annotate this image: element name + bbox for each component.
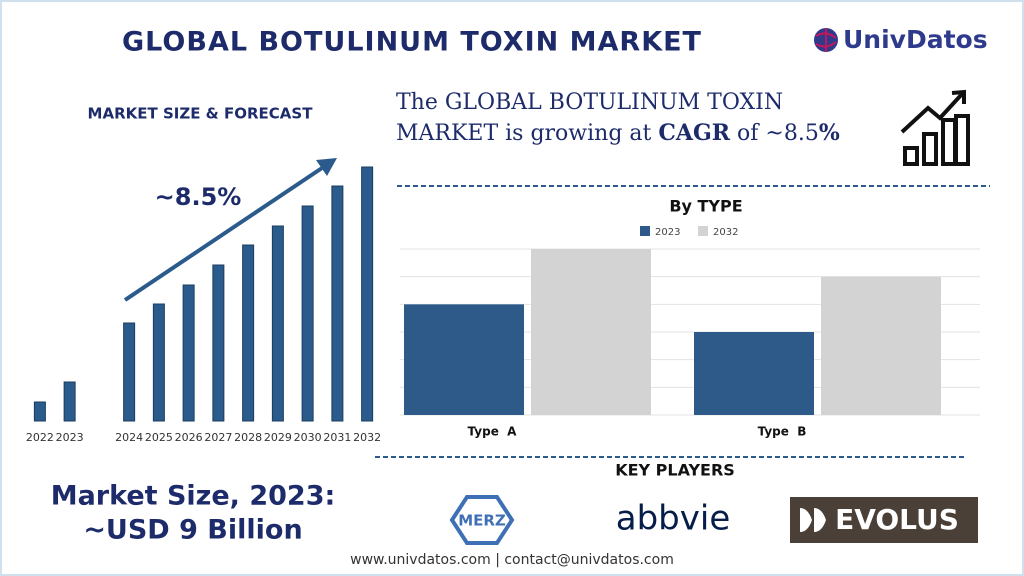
headline-line: MARKET is growing at <box>396 121 658 146</box>
brand-name: UnivDatos <box>843 25 988 54</box>
arrow-shaft <box>123 164 327 302</box>
company-name: abbvie <box>616 499 730 539</box>
bar <box>152 303 165 422</box>
x-tick-label: 2027 <box>204 431 232 444</box>
x-tick-label: 2024 <box>115 431 143 444</box>
legend-label: 2032 <box>713 227 738 238</box>
x-tick-label: 2025 <box>145 431 173 444</box>
footer: www.univdatos.com | contact@univdatos.co… <box>350 552 674 568</box>
page-title: GLOBAL BOTULINUM TOXIN MARKET <box>122 27 702 58</box>
company-name: MERZ <box>458 512 506 530</box>
x-tick-label: 2023 <box>56 431 84 444</box>
icon-bar <box>922 132 938 166</box>
icon-arrow-head <box>951 89 966 104</box>
company-name: EVOLUS <box>835 503 959 536</box>
bar <box>404 304 524 415</box>
bar <box>361 166 374 422</box>
legend-swatch <box>698 226 708 236</box>
x-tick-label: Type B <box>758 425 807 439</box>
icon-arrow <box>900 92 964 134</box>
bar <box>242 244 255 422</box>
x-tick-label: 2028 <box>234 431 262 444</box>
x-tick-label: Type A <box>468 425 518 439</box>
cagr-annotation: ~8.5% <box>155 183 242 211</box>
headline: The GLOBAL BOTULINUM TOXIN MARKET is gro… <box>396 90 840 146</box>
headline-text: of ~8.5 <box>730 121 819 146</box>
bar <box>182 284 195 422</box>
x-tick-label: 2032 <box>353 431 381 444</box>
headline-line: The GLOBAL BOTULINUM TOXIN <box>396 90 783 115</box>
market-size-label: Market Size, 2023: <box>51 481 336 512</box>
bar <box>531 249 651 415</box>
x-tick-label: 2030 <box>294 431 322 444</box>
section-title: KEY PLAYERS <box>615 461 735 480</box>
legend-label: 2023 <box>655 227 680 238</box>
brand-logo: UnivDatos <box>814 25 988 54</box>
growth-icon <box>900 89 970 166</box>
chart-title: MARKET SIZE & FORECAST <box>88 105 314 123</box>
x-tick-label: 2029 <box>264 431 292 444</box>
bar <box>271 225 284 422</box>
bar <box>821 276 941 415</box>
x-tick-label: 2022 <box>26 431 54 444</box>
chart-title: By TYPE <box>669 197 742 216</box>
bar <box>212 264 225 422</box>
evolus-logo: EVOLUS <box>790 497 978 543</box>
headline-emphasis: % <box>819 120 840 146</box>
market-size-value: ~USD 9 Billion <box>83 515 302 546</box>
legend-swatch <box>640 226 650 236</box>
trend-arrow <box>123 158 337 302</box>
merz-logo: MERZ <box>449 495 515 545</box>
bar <box>123 322 136 422</box>
bar <box>694 332 814 415</box>
icon-bar <box>903 146 919 166</box>
logo-hexagon <box>449 495 515 545</box>
x-tick-label: 2031 <box>323 431 351 444</box>
icon-bar <box>954 114 970 166</box>
bar <box>331 185 344 422</box>
headline-emphasis: CAGR <box>658 120 730 146</box>
bar <box>33 401 46 422</box>
arrow-head <box>316 158 337 176</box>
logo-mark <box>800 508 826 532</box>
bar <box>301 205 314 422</box>
logo-globe-lines <box>815 28 837 52</box>
bar <box>63 381 76 422</box>
x-tick-label: 2026 <box>175 431 203 444</box>
